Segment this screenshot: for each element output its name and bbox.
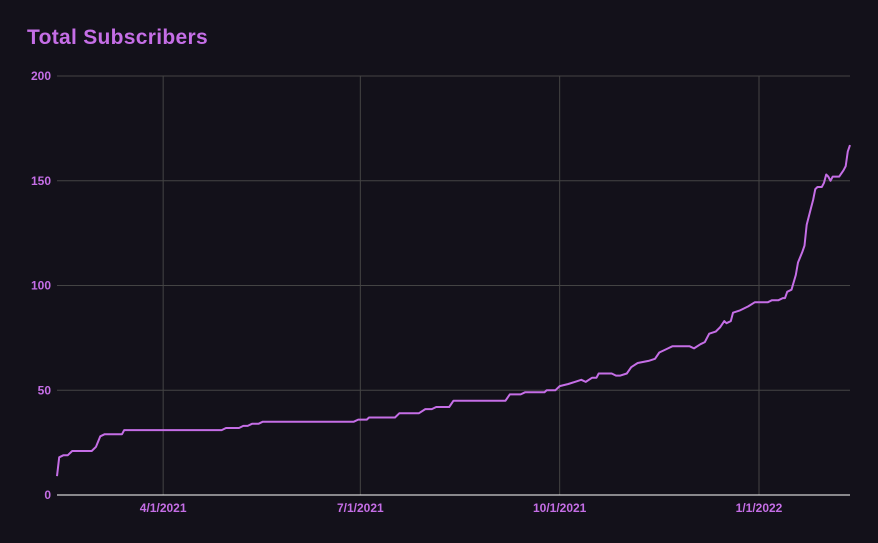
y-tick-label: 100 [31,279,51,293]
x-tick-label: 1/1/2022 [736,501,783,515]
x-tick-label: 10/1/2021 [533,501,587,515]
chart-title: Total Subscribers [27,26,208,49]
y-tick-label: 200 [31,69,51,83]
x-tick-label: 4/1/2021 [140,501,187,515]
y-tick-label: 0 [44,488,51,502]
x-tick-label: 7/1/2021 [337,501,384,515]
y-tick-label: 50 [38,383,52,397]
subscribers-line [56,144,851,477]
y-tick-label: 150 [31,174,51,188]
